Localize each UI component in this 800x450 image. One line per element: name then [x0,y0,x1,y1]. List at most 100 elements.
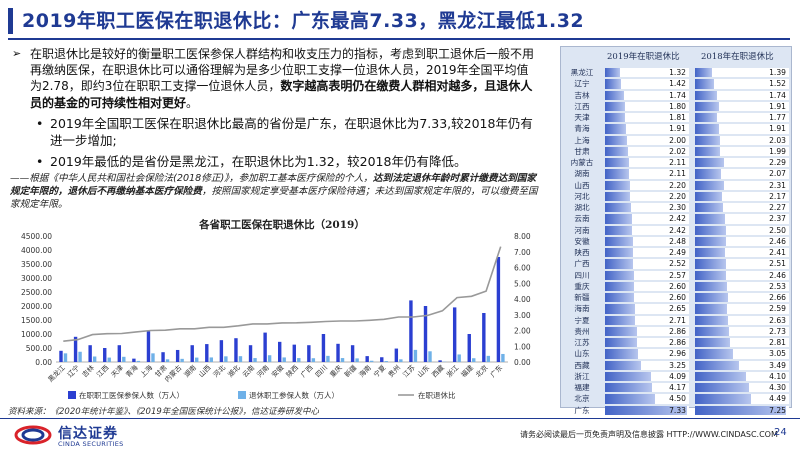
bullet-dot-icon: • [36,153,44,169]
ratio-bar-2019 [605,304,635,314]
ratio-value-2018: 4.30 [769,383,786,392]
category-label: 江西 [95,364,110,379]
page-title: 2019年职工医保在职退休比：广东最高7.33，黑龙江最低1.32 [22,10,585,32]
table-row: 福建 4.17 4.30 [561,382,793,393]
bar-main-8 [175,349,180,362]
ratio-bar-2019 [605,394,656,404]
bar-main-12 [234,338,238,362]
category-label: 山西 [197,363,213,379]
category-label: 安徽 [269,363,285,379]
ratio-value-2018: 2.73 [769,326,786,336]
bar-light-17 [311,358,316,362]
table-cell-province: 黑龙江 [570,68,594,77]
source-note: 资料来源：《2020年统计年鉴》、《2019年全国医保统计公报》，信达证券研发中… [8,407,320,417]
bar-light-4 [122,356,126,362]
bar-main-4 [117,345,122,362]
table-row: 湖北 2.30 2.27 [561,202,793,213]
left-axis-tick-label: 2500.00 [21,288,52,297]
ratio-value-2019: 2.49 [669,248,686,257]
bar-main-25 [423,306,428,362]
ratio-value-2019: 4.17 [669,383,686,392]
right-axis-tick-label: 3.00 [514,311,531,320]
ratio-value-2019: 4.09 [669,371,686,381]
table-cell-2019: 2.20 [605,180,689,190]
ratio-value-2018: 1.91 [769,101,786,111]
ratio-bar-2018 [695,236,726,246]
category-label: 湖南 [182,363,198,379]
table-cell-province: 云南 [574,214,590,224]
ratio-value-2018: 4.49 [769,394,786,404]
bar-light-24 [413,349,418,362]
ratio-value-2018: 2.17 [769,191,786,201]
note-emphasis: 达到法定退休年龄时累计缴费达到国家规定年限的，退休后不再缴纳基本医疗保险费 [10,173,536,198]
category-label: 上海 [138,363,154,379]
bar-main-17 [307,345,311,362]
legal-note: ——根据《中华人民共和国社会保险法(2018修正)》，参加职工基本医疗保险的个人… [10,172,540,212]
table-row: 广西 2.52 2.51 [561,258,793,269]
table-cell-2019: 1.91 [605,124,689,134]
ratio-bar-2019 [605,383,652,393]
table-cell-province: 安徽 [574,236,590,246]
bar-light-9 [195,357,199,362]
left-axis-tick-label: 1500.00 [21,316,52,325]
legend-swatch-0 [68,391,76,399]
bar-main-24 [409,300,413,362]
ratio-bar-2018 [695,124,719,134]
table-cell-2018: 2.27 [695,203,789,213]
table-cell-2018: 1.74 [695,90,789,100]
ratio-value-2018: 3.49 [769,360,786,370]
table-cell-2018: 2.07 [695,169,789,179]
table-cell-province: 江西 [574,101,590,111]
table-header: 2019年在职退休比 2018年在职退休比 [561,47,793,67]
table-cell-2018: 1.77 [695,113,789,123]
table-cell-province: 湖北 [574,203,590,212]
table-body: 黑龙江 1.32 1.39 辽宁 1.42 1.52 吉林 1.74 1.74 江西 1.80 1.9… [561,67,793,416]
table-cell-2018: 2.46 [695,270,789,280]
right-axis-tick-label: 8.00 [514,232,531,241]
ratio-bar-2018 [695,281,727,291]
bar-main-11 [219,340,224,362]
table-row: 青海 1.91 1.91 [561,123,793,134]
table-row: 陕西 2.49 2.41 [561,247,793,258]
right-axis-tick-label: 7.00 [514,248,531,257]
bar-main-0 [59,350,63,362]
bar-main-26 [438,360,442,362]
table-row: 云南 2.42 2.37 [561,213,793,224]
ratio-value-2019: 1.42 [669,79,686,89]
left-axis-tick-label: 1000.00 [21,330,52,339]
ratio-value-2018: 1.52 [769,79,786,89]
table-row: 新疆 2.60 2.66 [561,292,793,303]
ratio-bar-2019 [605,371,651,381]
ratio-bar-2018 [695,225,727,235]
ratio-value-2019: 1.80 [669,101,686,111]
table-row: 天津 1.81 1.77 [561,112,793,123]
bar-main-2 [88,345,92,362]
table-cell-2018: 7.25 [695,405,789,415]
table-cell-2018: 3.49 [695,360,789,370]
legend-swatch-1 [238,391,246,399]
category-label: 西藏 [430,363,446,379]
table-cell-2019: 1.80 [605,101,689,111]
legend-label-2: 在职退休比 [418,390,456,400]
category-label: 四川 [314,364,329,379]
right-axis-tick-label: 4.00 [514,295,531,304]
ratio-value-2019: 2.20 [669,191,686,201]
table-cell-2018: 2.59 [695,304,789,314]
ratio-bar-2018 [695,158,724,168]
left-axis-tick-label: 4500.00 [21,232,52,241]
bar-light-7 [165,359,170,362]
bar-light-16 [297,358,301,362]
title-accent [8,8,13,34]
ratio-value-2019: 4.50 [669,394,686,404]
ratio-bar-2019 [605,135,628,145]
page-number: 24 [774,427,787,438]
ratio-bar-2018 [695,326,730,336]
ratio-bar-2019 [605,326,638,336]
category-label: 广东 [488,363,504,379]
footer-disclaimer: 请务必阅读最后一页免责声明及信息披露 HTTP://WWW.CINDASC.CO… [520,430,778,439]
ratio-value-2019: 1.32 [669,68,686,77]
table-cell-2019: 3.25 [605,360,689,370]
bar-main-27 [452,307,457,362]
bar-light-13 [253,358,257,362]
table-cell-2018: 2.63 [695,315,789,325]
